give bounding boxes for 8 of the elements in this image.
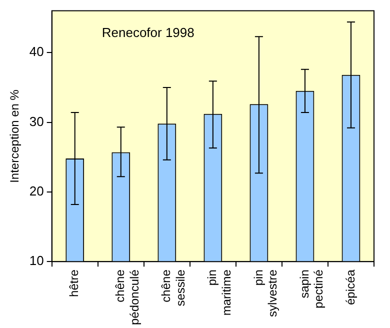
x-tick-label: épicéa	[343, 269, 358, 305]
annotation: Renecofor 1998	[102, 24, 194, 40]
y-tick-label: 10	[29, 253, 44, 268]
y-tick-label: 30	[29, 114, 44, 129]
y-tick-label: 20	[29, 184, 44, 199]
y-tick-label: 40	[29, 44, 44, 60]
y-axis-title: Interception en %	[8, 89, 22, 183]
x-tick-label: hêtre	[67, 269, 82, 297]
